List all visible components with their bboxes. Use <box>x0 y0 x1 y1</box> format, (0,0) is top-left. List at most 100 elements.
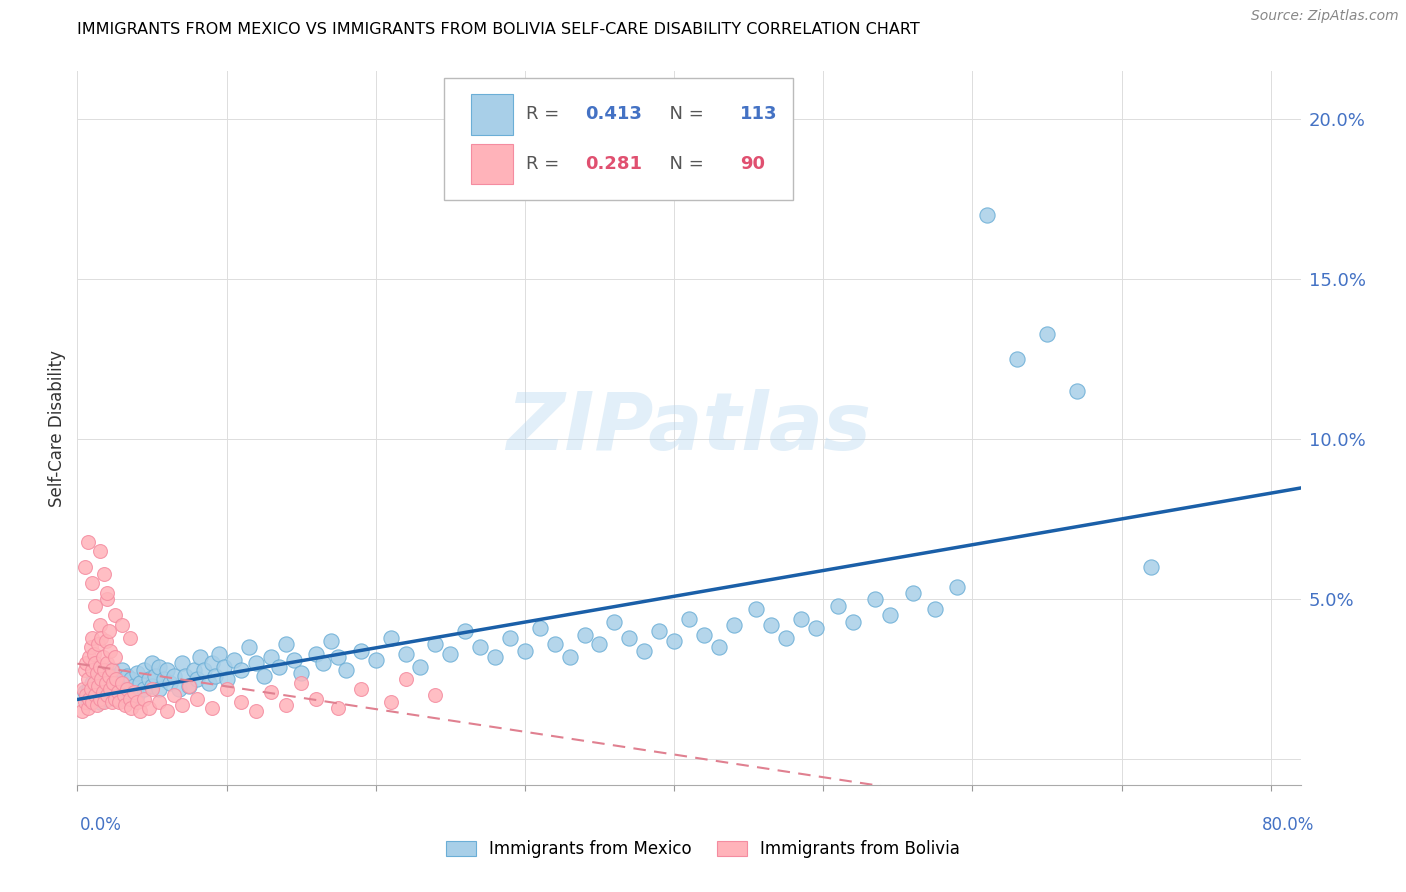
Point <box>290 665 312 680</box>
Point <box>91 650 114 665</box>
Point <box>90 679 112 693</box>
Point <box>77 691 100 706</box>
Point <box>707 640 730 655</box>
Point <box>96 691 118 706</box>
Point <box>97 624 120 639</box>
Point <box>186 673 208 687</box>
Point <box>87 637 110 651</box>
Point <box>104 669 127 683</box>
Point <box>122 679 145 693</box>
Point <box>200 657 222 671</box>
Point <box>98 681 121 696</box>
Point <box>290 675 312 690</box>
Point <box>167 681 190 696</box>
Point <box>558 650 581 665</box>
Point <box>693 627 716 641</box>
Point <box>231 663 253 677</box>
Point <box>134 691 156 706</box>
Point <box>238 640 260 655</box>
Point <box>409 659 432 673</box>
Point <box>529 621 551 635</box>
Text: 0.281: 0.281 <box>585 155 643 173</box>
Point <box>678 611 700 625</box>
Point <box>112 689 135 703</box>
Point <box>865 592 887 607</box>
Point <box>118 631 141 645</box>
Text: 80.0%: 80.0% <box>1263 816 1315 834</box>
Point <box>253 669 276 683</box>
Point <box>70 704 93 718</box>
Point <box>156 663 179 677</box>
Point <box>82 576 104 591</box>
Point <box>82 695 104 709</box>
Point <box>111 675 134 690</box>
Point <box>200 701 222 715</box>
Point <box>197 675 219 690</box>
Point <box>245 704 267 718</box>
Point <box>73 695 96 709</box>
Point <box>439 647 461 661</box>
Point <box>73 663 96 677</box>
Point <box>76 673 98 687</box>
Point <box>335 663 357 677</box>
Point <box>84 599 107 613</box>
Point <box>129 675 152 690</box>
Point <box>134 663 156 677</box>
Point <box>141 681 163 696</box>
Point <box>1036 326 1059 341</box>
Point <box>76 534 98 549</box>
Point <box>484 650 506 665</box>
Point <box>1066 384 1088 399</box>
Point <box>115 669 138 683</box>
Point <box>468 640 491 655</box>
FancyBboxPatch shape <box>444 78 793 200</box>
Point <box>1005 352 1028 367</box>
Point <box>159 675 181 690</box>
Text: N =: N = <box>658 105 710 123</box>
Point <box>193 663 215 677</box>
Point <box>114 698 136 712</box>
Point <box>633 643 655 657</box>
Point <box>163 689 186 703</box>
Point <box>111 675 134 690</box>
Point <box>745 602 768 616</box>
FancyBboxPatch shape <box>471 144 513 185</box>
Point <box>328 701 350 715</box>
Point <box>186 691 208 706</box>
Point <box>204 669 226 683</box>
Point <box>319 634 342 648</box>
Point <box>87 679 110 693</box>
Point <box>77 681 100 696</box>
Point <box>588 637 610 651</box>
Point <box>108 695 131 709</box>
Point <box>80 681 103 696</box>
Y-axis label: Self-Care Disability: Self-Care Disability <box>48 350 66 507</box>
Point <box>350 643 373 657</box>
Point <box>141 657 163 671</box>
Point <box>83 647 105 661</box>
Point <box>305 647 328 661</box>
Point <box>976 208 998 222</box>
Point <box>425 689 447 703</box>
Point <box>89 691 111 706</box>
Text: ZIPatlas: ZIPatlas <box>506 389 872 467</box>
Point <box>183 663 205 677</box>
Point <box>96 586 118 600</box>
Point <box>104 650 127 665</box>
Point <box>82 675 104 690</box>
Point <box>208 647 231 661</box>
Point <box>96 592 118 607</box>
Point <box>90 631 112 645</box>
Point <box>97 669 120 683</box>
Point <box>276 637 298 651</box>
Point <box>215 673 238 687</box>
Point <box>125 665 148 680</box>
Point <box>283 653 305 667</box>
Point <box>267 659 290 673</box>
Point <box>96 673 118 687</box>
Point <box>260 685 283 699</box>
Point <box>901 586 924 600</box>
Point <box>101 675 124 690</box>
Text: 113: 113 <box>741 105 778 123</box>
Point <box>775 631 797 645</box>
